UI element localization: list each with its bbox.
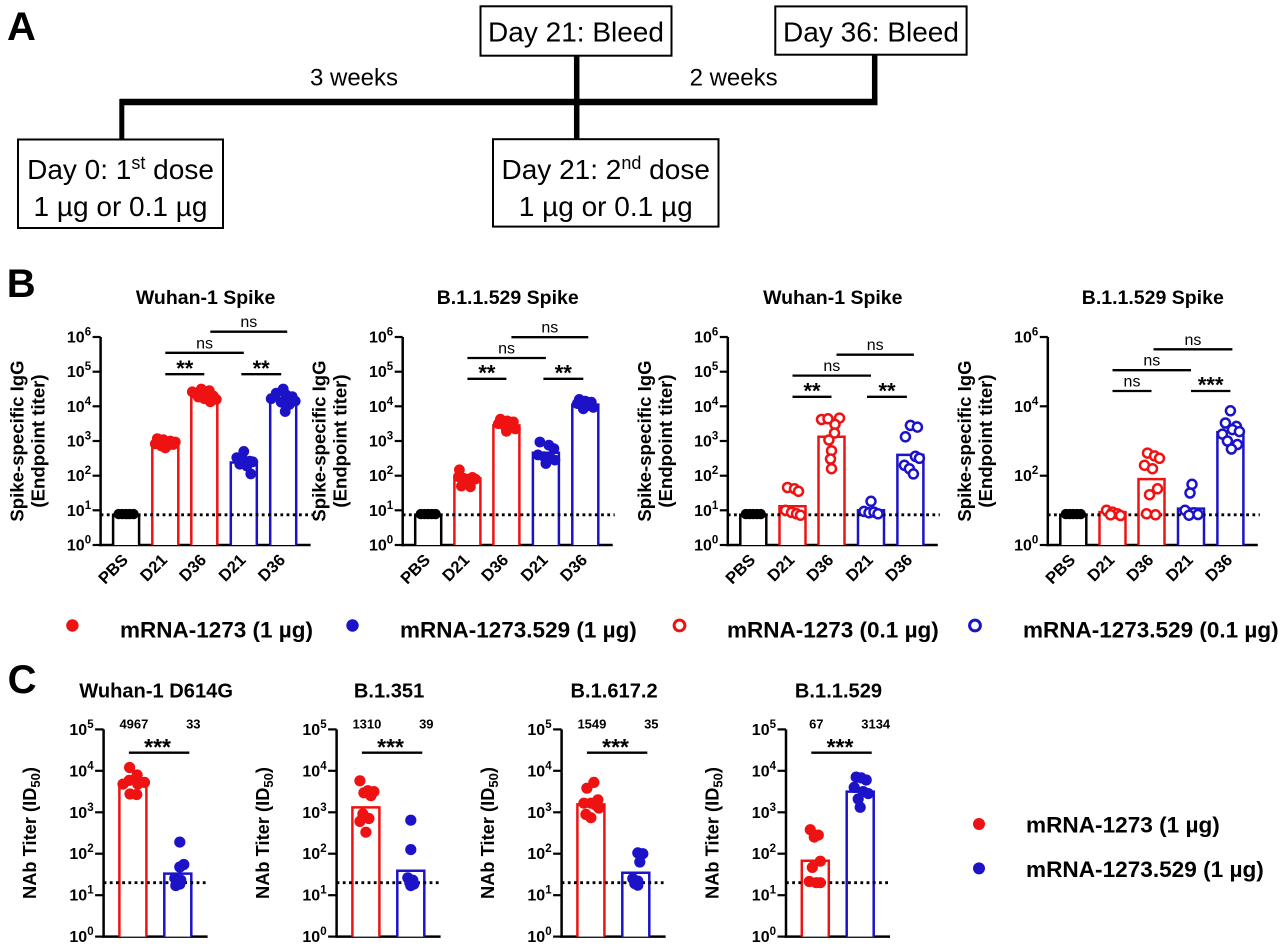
svg-text:**: **	[803, 379, 821, 404]
svg-text:ns: ns	[196, 335, 213, 352]
svg-text:***: ***	[377, 734, 404, 760]
svg-text:mRNA-1273 (1 µg): mRNA-1273 (1 µg)	[1026, 813, 1220, 838]
svg-text:***: ***	[1198, 373, 1224, 398]
svg-text:(Endpoint titer): (Endpoint titer)	[655, 374, 676, 507]
svg-text:Day 0: 1st dose: Day 0: 1st dose	[27, 153, 214, 185]
svg-text:B.1.1.529 Spike: B.1.1.529 Spike	[437, 287, 579, 309]
svg-text:**: **	[176, 356, 194, 381]
svg-text:Spike-specific IgG: Spike-specific IgG	[309, 360, 330, 521]
svg-text:***: ***	[144, 734, 171, 760]
svg-text:35: 35	[644, 717, 658, 732]
svg-text:B.1.1.529 Spike: B.1.1.529 Spike	[1082, 287, 1224, 309]
svg-text:**: **	[478, 361, 496, 386]
svg-text:ns: ns	[1184, 332, 1201, 349]
svg-text:4967: 4967	[119, 717, 148, 732]
svg-text:Wuhan-1 D614G: Wuhan-1 D614G	[79, 681, 233, 703]
svg-text:Day 36: Bleed: Day 36: Bleed	[783, 17, 959, 48]
svg-text:***: ***	[602, 734, 629, 760]
svg-text:B: B	[7, 262, 36, 306]
svg-text:3134: 3134	[861, 717, 891, 732]
svg-text:mRNA-1273.529 (0.1 µg): mRNA-1273.529 (0.1 µg)	[1023, 618, 1279, 643]
svg-text:Day 21: 2nd dose: Day 21: 2nd dose	[502, 153, 710, 185]
svg-text:Spike-specific IgG: Spike-specific IgG	[7, 360, 28, 521]
svg-text:2 weeks: 2 weeks	[690, 65, 778, 92]
svg-text:mRNA-1273.529 (1 µg): mRNA-1273.529 (1 µg)	[1026, 857, 1264, 882]
svg-text:NAb Titer (ID50): NAb Titer (ID50)	[19, 767, 43, 899]
svg-text:(Endpoint titer): (Endpoint titer)	[330, 374, 351, 507]
svg-text:**: **	[555, 361, 573, 386]
svg-text:1 µg or 0.1 µg: 1 µg or 0.1 µg	[34, 191, 208, 222]
svg-text:33: 33	[186, 717, 200, 732]
svg-text:***: ***	[827, 734, 854, 760]
svg-text:67: 67	[809, 717, 823, 732]
svg-text:3 weeks: 3 weeks	[310, 65, 398, 92]
svg-text:Wuhan-1 Spike: Wuhan-1 Spike	[136, 287, 276, 309]
svg-text:NAb Titer (ID50): NAb Titer (ID50)	[477, 767, 501, 899]
svg-text:Wuhan-1 Spike: Wuhan-1 Spike	[763, 287, 903, 309]
svg-text:1 µg or 0.1 µg: 1 µg or 0.1 µg	[519, 191, 693, 222]
svg-text:(Endpoint titer): (Endpoint titer)	[28, 374, 49, 507]
svg-text:ns: ns	[823, 358, 840, 375]
svg-text:C: C	[8, 658, 37, 702]
svg-text:NAb Titer (ID50): NAb Titer (ID50)	[701, 767, 725, 899]
svg-text:39: 39	[419, 717, 433, 732]
svg-text:ns: ns	[541, 320, 558, 337]
svg-text:ns: ns	[240, 314, 257, 331]
svg-text:1310: 1310	[352, 717, 381, 732]
svg-text:Spike-specific IgG: Spike-specific IgG	[634, 360, 655, 521]
svg-text:A: A	[7, 5, 36, 49]
svg-text:**: **	[253, 356, 271, 381]
svg-text:mRNA-1273.529 (1 µg): mRNA-1273.529 (1 µg)	[400, 618, 637, 643]
svg-text:1549: 1549	[577, 717, 606, 732]
svg-text:Spike-specific IgG: Spike-specific IgG	[954, 360, 975, 521]
svg-text:mRNA-1273 (1 µg): mRNA-1273 (1 µg)	[120, 618, 313, 643]
svg-text:mRNA-1273 (0.1 µg): mRNA-1273 (0.1 µg)	[727, 618, 939, 643]
svg-text:B.1.351: B.1.351	[354, 681, 424, 703]
svg-text:B.1.1.529: B.1.1.529	[795, 681, 882, 703]
svg-text:B.1.617.2: B.1.617.2	[571, 681, 658, 703]
svg-text:(Endpoint titer): (Endpoint titer)	[975, 374, 996, 507]
svg-text:**: **	[878, 379, 896, 404]
svg-text:Day 21: Bleed: Day 21: Bleed	[488, 17, 664, 48]
svg-text:ns: ns	[1124, 374, 1141, 391]
svg-text:ns: ns	[498, 341, 515, 358]
svg-text:NAb Titer (ID50): NAb Titer (ID50)	[252, 767, 276, 899]
svg-text:ns: ns	[867, 337, 884, 354]
svg-text:ns: ns	[1143, 353, 1160, 370]
